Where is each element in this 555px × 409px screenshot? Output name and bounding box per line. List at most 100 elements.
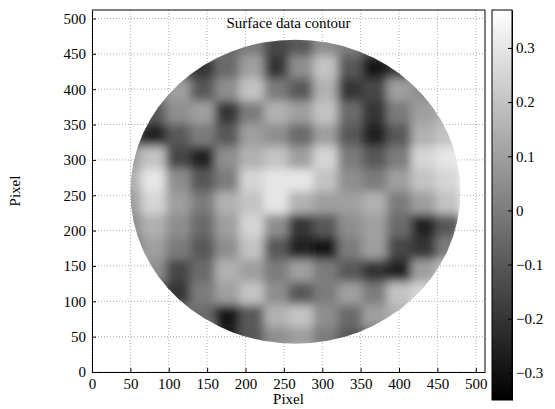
cell — [215, 259, 240, 282]
cell — [411, 78, 436, 101]
cell — [411, 123, 436, 146]
cell — [313, 304, 338, 327]
tick-mark — [476, 368, 477, 372]
cell — [387, 304, 412, 327]
cell — [387, 146, 412, 169]
cell — [190, 101, 215, 124]
tick-mark — [508, 265, 512, 266]
tick-mark — [92, 337, 96, 338]
cell — [239, 78, 264, 101]
tick: −0.1 — [508, 257, 543, 273]
cell — [362, 146, 387, 169]
tick-mark — [92, 18, 96, 19]
cell — [338, 146, 363, 169]
y-axis-title: Pixel — [7, 176, 23, 207]
cell — [215, 78, 240, 101]
cell — [362, 33, 387, 56]
cell — [387, 123, 412, 146]
cell — [289, 146, 314, 169]
cell — [239, 123, 264, 146]
cell — [215, 236, 240, 259]
cell — [313, 55, 338, 78]
cell — [190, 259, 215, 282]
cell — [239, 168, 264, 191]
tick-label: 150 — [196, 376, 219, 392]
cell — [289, 236, 314, 259]
cell — [289, 101, 314, 124]
cell — [436, 123, 461, 146]
cell — [190, 123, 215, 146]
tick-label: 150 — [64, 258, 87, 274]
tick: 250 — [273, 368, 296, 392]
cell — [362, 259, 387, 282]
title: Surface data contour — [226, 15, 350, 31]
cell — [166, 259, 191, 282]
cell — [289, 259, 314, 282]
cell — [117, 123, 142, 146]
cell — [338, 191, 363, 214]
cell — [289, 304, 314, 327]
cell — [387, 259, 412, 282]
cell — [141, 214, 166, 237]
tick-mark — [361, 368, 362, 372]
cell — [313, 191, 338, 214]
cell — [215, 327, 240, 350]
tick-mark — [284, 368, 285, 372]
tick: −0.3 — [508, 365, 543, 381]
cell — [117, 214, 142, 237]
tick: 250 — [64, 188, 97, 204]
cell — [239, 146, 264, 169]
cell — [264, 236, 289, 259]
cell — [264, 123, 289, 146]
axis-line — [93, 372, 486, 373]
cell — [141, 146, 166, 169]
tick: 300 — [312, 368, 335, 392]
grid-line-y — [92, 372, 485, 373]
cell — [313, 123, 338, 146]
colorbar-axis: −0.3−0.2−0.100.10.20.3 — [508, 11, 543, 401]
cell — [117, 191, 142, 214]
cell — [190, 55, 215, 78]
cell — [166, 55, 191, 78]
tick-mark — [399, 368, 400, 372]
cell — [362, 191, 387, 214]
cell — [436, 168, 461, 191]
tick-label: −0.1 — [516, 257, 543, 273]
cell — [387, 168, 412, 191]
cell — [313, 282, 338, 305]
cell — [387, 101, 412, 124]
tick-mark — [169, 368, 170, 372]
cell — [166, 304, 191, 327]
cell — [264, 101, 289, 124]
tick-label: 0.2 — [516, 94, 535, 110]
tick: 350 — [64, 117, 97, 133]
cell — [411, 168, 436, 191]
cell — [141, 236, 166, 259]
cell — [338, 282, 363, 305]
tick-label: 0.3 — [516, 40, 535, 56]
tick-mark — [92, 89, 96, 90]
tick-mark — [92, 266, 96, 267]
cell — [215, 282, 240, 305]
cell — [338, 259, 363, 282]
tick-label: 0 — [516, 203, 524, 219]
tick: 350 — [350, 368, 373, 392]
cell — [166, 123, 191, 146]
cell — [239, 259, 264, 282]
x-axis-title: Pixel — [273, 391, 304, 407]
cell — [239, 191, 264, 214]
cell — [239, 236, 264, 259]
cell — [411, 259, 436, 282]
cell — [215, 304, 240, 327]
cell — [264, 33, 289, 56]
cell — [264, 282, 289, 305]
tick: 200 — [64, 223, 97, 239]
cell — [190, 191, 215, 214]
cell — [190, 146, 215, 169]
cell — [215, 101, 240, 124]
cell — [190, 78, 215, 101]
cell — [239, 304, 264, 327]
cell — [117, 146, 142, 169]
cell — [141, 282, 166, 305]
cell — [338, 55, 363, 78]
